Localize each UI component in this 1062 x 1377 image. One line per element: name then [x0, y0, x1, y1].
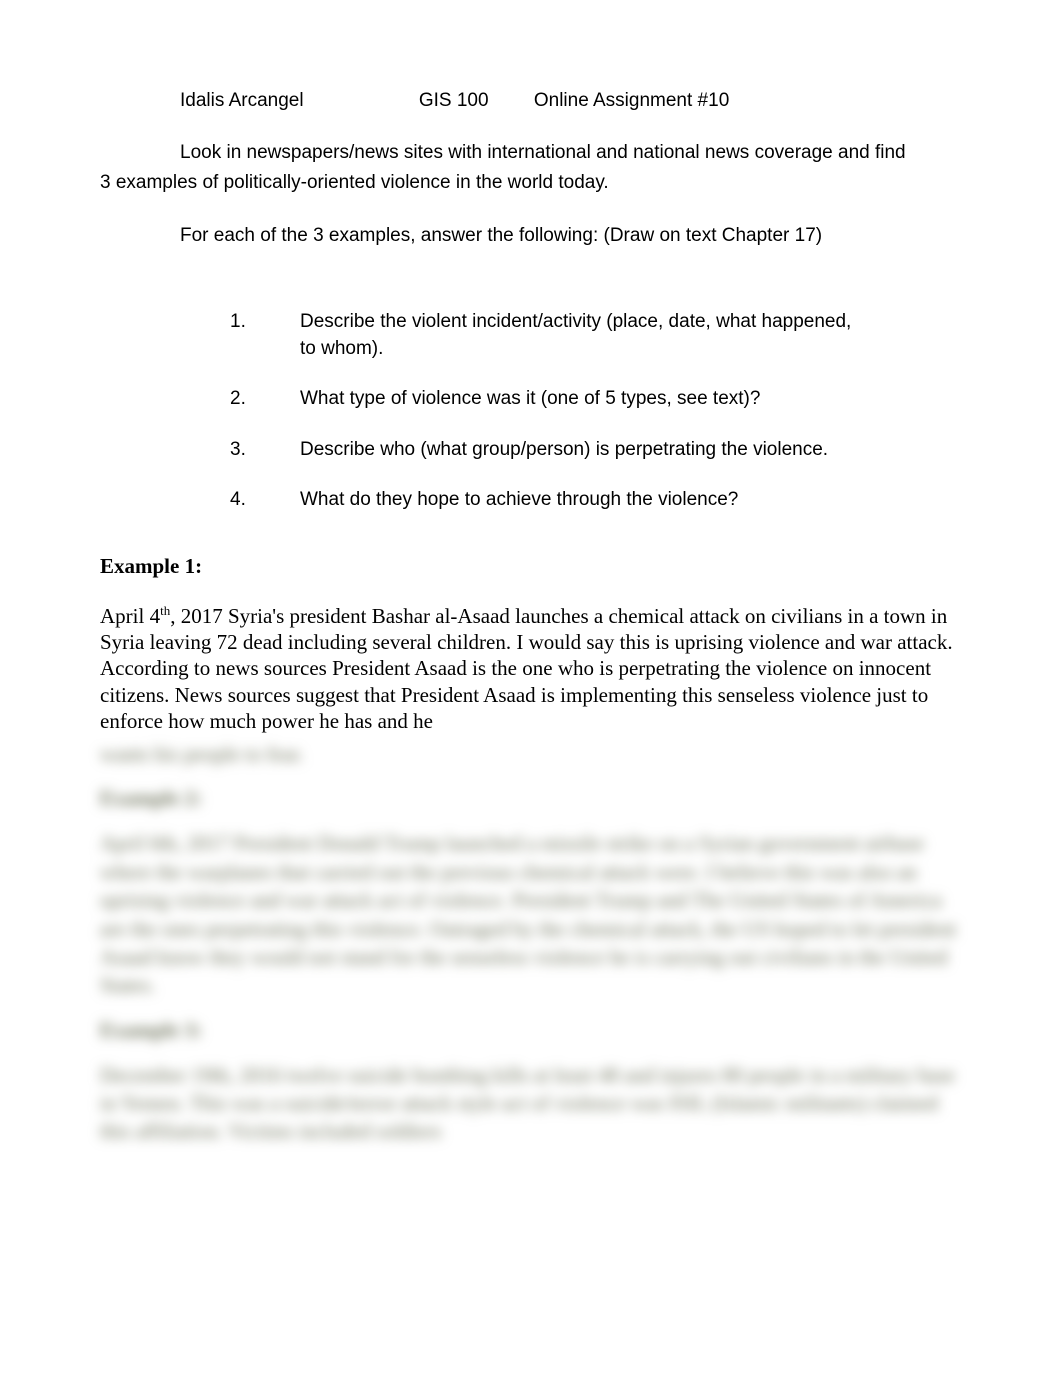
example-1-date-suffix: th — [160, 603, 170, 618]
question-item-3: 3. Describe who (what group/person) is p… — [230, 437, 962, 464]
intro-line-1: Look in newspapers/news sites with inter… — [180, 142, 906, 163]
example-2-body: April 6th, 2017 President Donald Trump l… — [100, 829, 962, 999]
assignment-title: Online Assignment #10 — [534, 90, 729, 111]
intro-paragraph-1: Look in newspapers/news sites with inter… — [100, 140, 962, 166]
intro-line-2: 3 examples of politically-oriented viole… — [100, 170, 962, 196]
intro-paragraph-2: For each of the 3 examples, answer the f… — [100, 223, 962, 249]
question-item-1: 1. Describe the violent incident/activit… — [230, 309, 962, 362]
question-list: 1. Describe the violent incident/activit… — [230, 309, 962, 514]
question-text: What type of violence was it (one of 5 t… — [300, 386, 962, 413]
example-1-body-rest: , 2017 Syria's president Bashar al-Asaad… — [100, 604, 953, 733]
example-3-heading: Example 3: — [100, 1018, 962, 1043]
question-item-2: 2. What type of violence was it (one of … — [230, 386, 962, 413]
question-number: 3. — [230, 437, 300, 464]
student-name: Idalis Arcangel — [180, 90, 304, 111]
question-number: 1. — [230, 309, 300, 362]
example-1-date-prefix: April 4 — [100, 604, 160, 628]
question-item-4: 4. What do they hope to achieve through … — [230, 487, 962, 514]
intro-line-3: For each of the 3 examples, answer the f… — [180, 225, 822, 246]
example-1-heading: Example 1: — [100, 554, 962, 579]
question-number: 2. — [230, 386, 300, 413]
question-text: Describe who (what group/person) is perp… — [300, 437, 962, 464]
question-text: Describe the violent incident/activity (… — [300, 309, 962, 362]
blurred-tail: wants his people to fear. — [100, 740, 962, 768]
document-header: Idalis Arcangel GIS 100 Online Assignmen… — [100, 90, 962, 112]
example-1-body: April 4th, 2017 Syria's president Bashar… — [100, 603, 962, 734]
example-3-body: December 19th, 2016 twelve suicide bombi… — [100, 1061, 962, 1146]
question-text: What do they hope to achieve through the… — [300, 487, 962, 514]
question-number: 4. — [230, 487, 300, 514]
example-2-heading: Example 2: — [100, 786, 962, 811]
course-code: GIS 100 — [419, 90, 489, 111]
blurred-content: wants his people to fear. Example 2: Apr… — [100, 740, 962, 1145]
